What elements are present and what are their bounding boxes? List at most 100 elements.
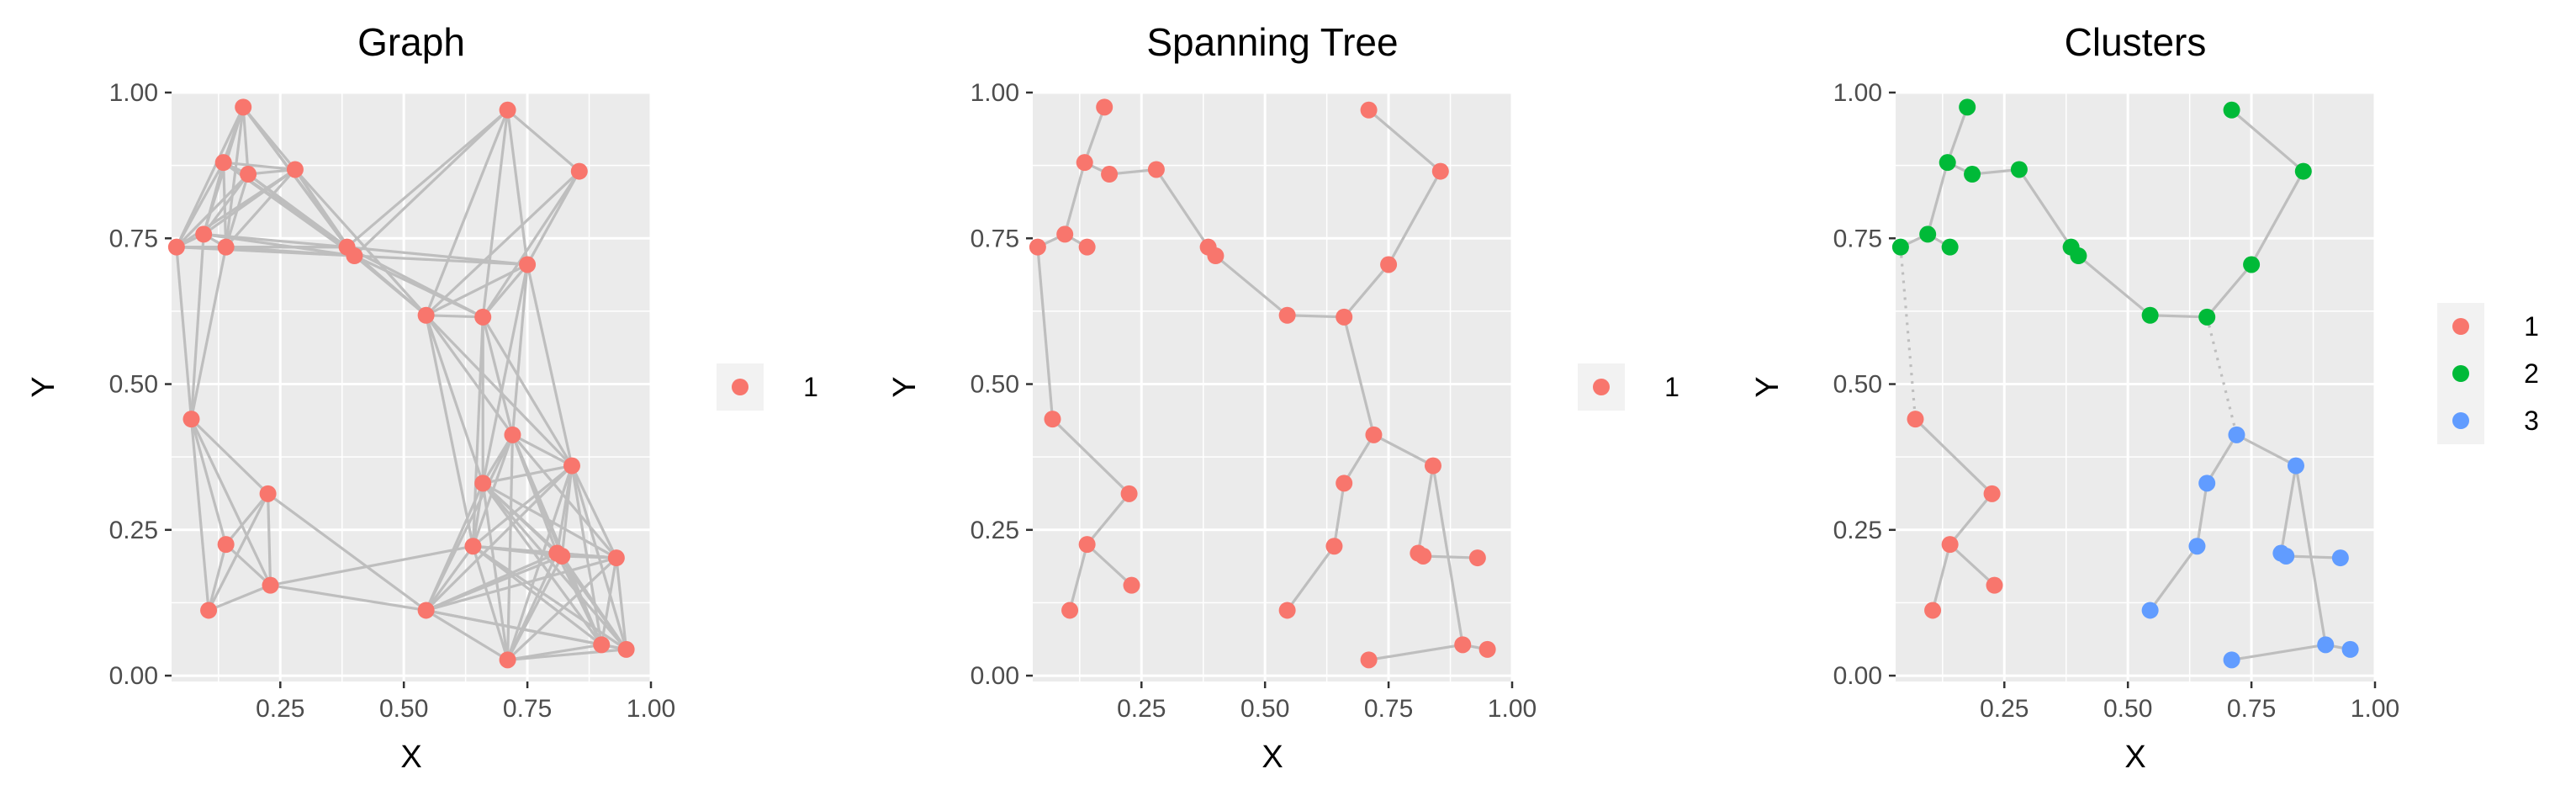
data-point [286,161,304,178]
data-point [1939,154,1956,172]
data-point [570,162,588,180]
tree-edge [1155,168,1209,248]
x-tick-label: 1.00 [1488,695,1537,723]
graph-edge [353,254,427,316]
data-point [2198,475,2216,492]
graph-edge [425,434,514,612]
data-point [1061,602,1079,619]
graph-edge [267,492,427,612]
data-point [1029,238,1046,256]
graph-edge [425,464,574,612]
data-point [1147,161,1165,178]
tree-edge [1086,543,1133,586]
tree-edge [1423,554,1478,559]
data-point [2294,162,2312,180]
data-point [2198,308,2216,326]
data-point [1076,154,1093,172]
graph-edge [511,433,618,559]
y-tick-label: 0.75 [971,225,1019,252]
data-point [1478,640,1496,658]
cut-edge [1899,247,1917,420]
graph-edge [225,168,297,248]
tree-edge [1286,545,1336,612]
data-point [1325,538,1343,555]
tree-edge [1387,170,1442,266]
graph-edge [425,109,510,316]
data-point [1278,306,1296,324]
graph-edge [511,433,573,467]
tree-edge [1342,433,1375,485]
tree-edge [1287,314,1345,319]
tree-edge [1036,247,1055,420]
data-point [2243,256,2261,273]
chart-panel-2: 0.00 0.25 0.50 0.75 1.00 0.25 0.50 0.75 1.00 X Y Sp… [887,20,1679,775]
tree-edge [2250,170,2305,266]
data-point [1891,238,1909,256]
graph-edge [481,482,627,650]
legend-key-point [732,379,748,395]
graph-edge [425,609,509,661]
legend-label: 1 [803,372,818,402]
data-point [1919,225,1937,243]
data-point [2223,651,2240,669]
graph-edge [471,483,484,547]
graph-edge [560,555,603,645]
graph-edge [481,433,514,485]
plot-background [1033,93,1512,681]
data-point [1380,256,1398,273]
graph-edge [353,109,509,257]
x-tick-label: 0.50 [1240,695,1289,723]
tree-edge [1949,492,1993,546]
data-point [2141,602,2159,619]
graph-edge [481,316,574,467]
data-point [1424,457,1441,475]
data-point [1096,98,1113,116]
graph-edge [189,247,228,420]
graph-edge [471,316,484,547]
graph-edge [506,109,529,265]
y-axis-title: Y [26,376,61,397]
data-point [1986,576,2003,594]
data-point [1078,238,1096,256]
data-point [2070,247,2087,265]
graph-edge [506,556,617,661]
data-point [1336,308,1353,326]
graph-edge [353,254,484,319]
tree-edge [2018,168,2072,248]
graph-edge [225,492,269,546]
data-point [1983,485,2001,502]
data-point [474,475,492,492]
legend-key-point [2452,318,2469,335]
graph-edge [426,608,627,651]
data-point [2317,636,2335,654]
data-point [167,238,185,256]
graph-edge [225,173,250,248]
graph-edge [222,162,228,247]
graph-edge [481,482,603,646]
graph-edge [207,493,270,612]
graph-edge [482,482,563,558]
edges [175,106,628,661]
edges [1036,106,1488,661]
graph-edge [175,106,245,248]
graph-edge [425,315,475,547]
data-point [240,166,257,183]
tree-edge [1063,162,1087,235]
edges [1899,106,2351,661]
tree-edge [1926,162,1949,235]
x-tick-label: 0.50 [2103,695,2152,723]
y-tick-label: 0.25 [109,517,158,544]
axes: 0.00 0.25 0.50 0.75 1.00 0.25 0.50 0.75 1.00 [109,79,676,723]
y-tick-label: 0.25 [971,517,1019,544]
tree-edge [2205,433,2238,485]
tree-edge [2149,545,2198,612]
data-point [1207,247,1225,265]
y-tick-label: 0.00 [109,662,158,690]
major-gridlines [1033,91,1514,681]
graph-edge [225,543,272,586]
tree-edge [2195,483,2208,547]
data-point [2287,457,2304,475]
data-point [200,602,218,619]
x-axis-title: X [400,740,421,775]
